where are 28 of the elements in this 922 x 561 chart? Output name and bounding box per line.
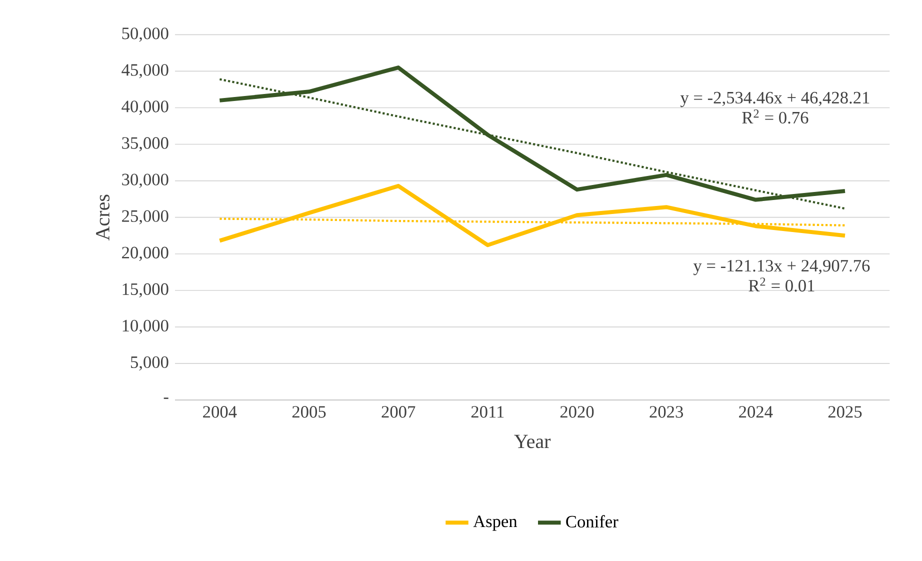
x-tick-label: 2025	[828, 406, 862, 418]
y-tick-label: 5,000	[130, 356, 168, 371]
line-series	[218, 184, 847, 248]
annotation: y = -121.13x + 24,907.76	[693, 260, 870, 276]
legend-label: Aspen	[473, 516, 518, 531]
y-tick-label: -	[164, 398, 168, 399]
x-tick-label: 2024	[739, 406, 773, 418]
x-tick-label: 2023	[650, 406, 683, 418]
x-axis-title: Year	[514, 434, 551, 448]
annotation: R$^{2}$ = 0.76	[742, 110, 808, 124]
y-tick-label: 45,000	[122, 64, 168, 78]
x-tick-label: 2007	[382, 406, 416, 418]
annotation: y = -2,534.46x + 46,428.21	[680, 92, 870, 108]
y-tick-label: 50,000	[122, 28, 168, 42]
y-tick-label: 20,000	[122, 246, 168, 261]
x-tick-label: 2020	[560, 406, 594, 418]
y-tick-label: 35,000	[122, 137, 168, 152]
y-axis-title: Acres	[96, 194, 110, 240]
y-tick-label: 30,000	[122, 174, 168, 188]
x-tick-label: 2004	[203, 406, 237, 418]
x-tick-label: 2011	[471, 406, 504, 418]
annotation: R$^{2}$ = 0.01	[748, 278, 814, 292]
legend-label: Conifer	[566, 515, 618, 528]
y-tick-label: 40,000	[122, 100, 168, 115]
x-tick-label: 2005	[292, 406, 326, 418]
y-tick-label: 15,000	[122, 283, 168, 298]
y-tick-label: 10,000	[122, 320, 168, 334]
y-tick-label: 25,000	[122, 210, 168, 224]
